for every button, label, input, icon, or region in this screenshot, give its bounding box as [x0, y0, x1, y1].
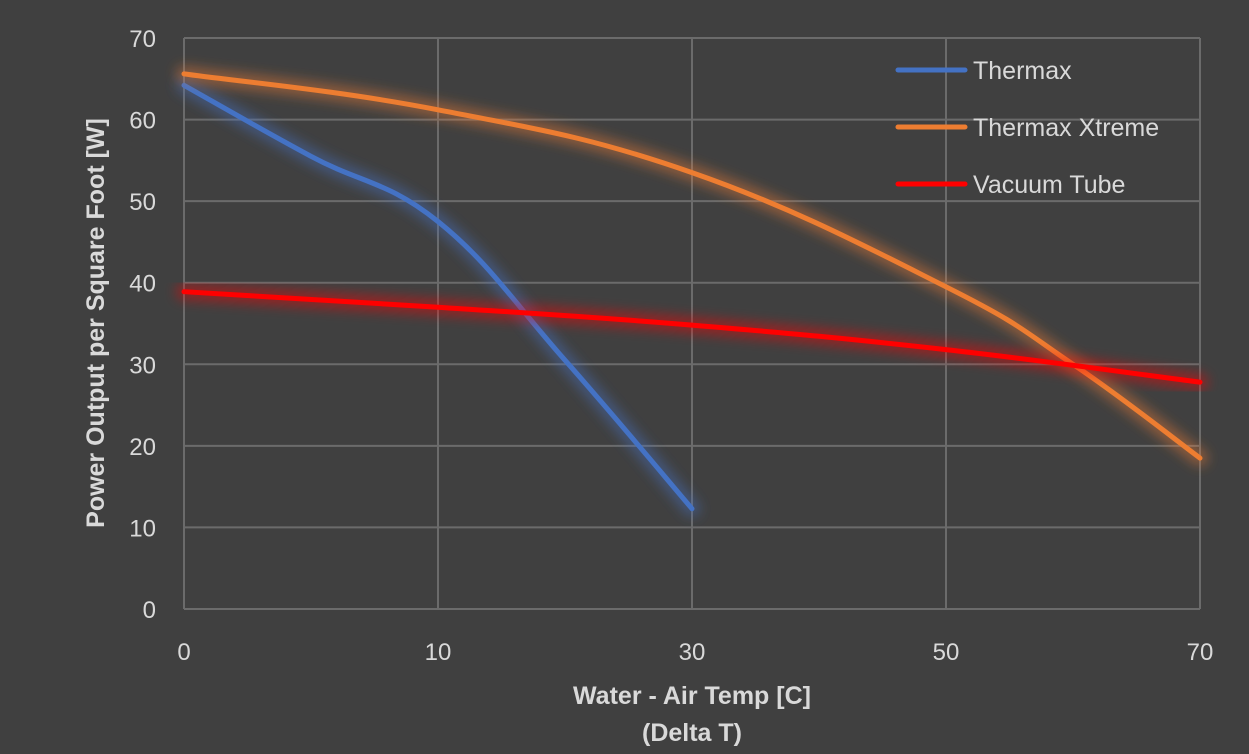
y-axis-ticks: 0 10 20 30 40 50 60 70 [129, 26, 156, 624]
x-axis-title-line1: Water - Air Temp [C] [573, 682, 811, 710]
y-tick-label: 70 [129, 26, 156, 53]
y-axis-title: Power Output per Square Foot [W] [82, 118, 110, 528]
series-line-thermax [181, 82, 695, 512]
y-tick-label: 50 [129, 189, 156, 216]
y-tick-label: 20 [129, 434, 156, 461]
x-tick-label: 50 [933, 639, 960, 666]
series-line-vacuum-tube [181, 289, 1203, 385]
y-tick-label: 60 [129, 108, 156, 135]
series-layer [176, 65, 1208, 517]
x-axis-ticks: 0 10 30 50 70 [177, 639, 1213, 666]
legend: Thermax Thermax Xtreme Vacuum Tube [895, 57, 1159, 199]
y-tick-label: 10 [129, 515, 156, 542]
y-tick-label: 40 [129, 271, 156, 298]
x-tick-label: 30 [679, 639, 706, 666]
x-tick-label: 10 [425, 639, 452, 666]
y-tick-label: 30 [129, 352, 156, 379]
legend-label-vacuum-tube: Vacuum Tube [973, 171, 1125, 199]
legend-label-thermax-xtreme: Thermax Xtreme [973, 114, 1159, 142]
gridlines [183, 37, 1201, 610]
x-tick-label: 70 [1187, 639, 1214, 666]
legend-label-thermax: Thermax [973, 57, 1072, 85]
x-axis-title-line2: (Delta T) [642, 719, 742, 747]
x-tick-label: 0 [177, 639, 190, 666]
y-tick-label: 0 [143, 597, 156, 624]
